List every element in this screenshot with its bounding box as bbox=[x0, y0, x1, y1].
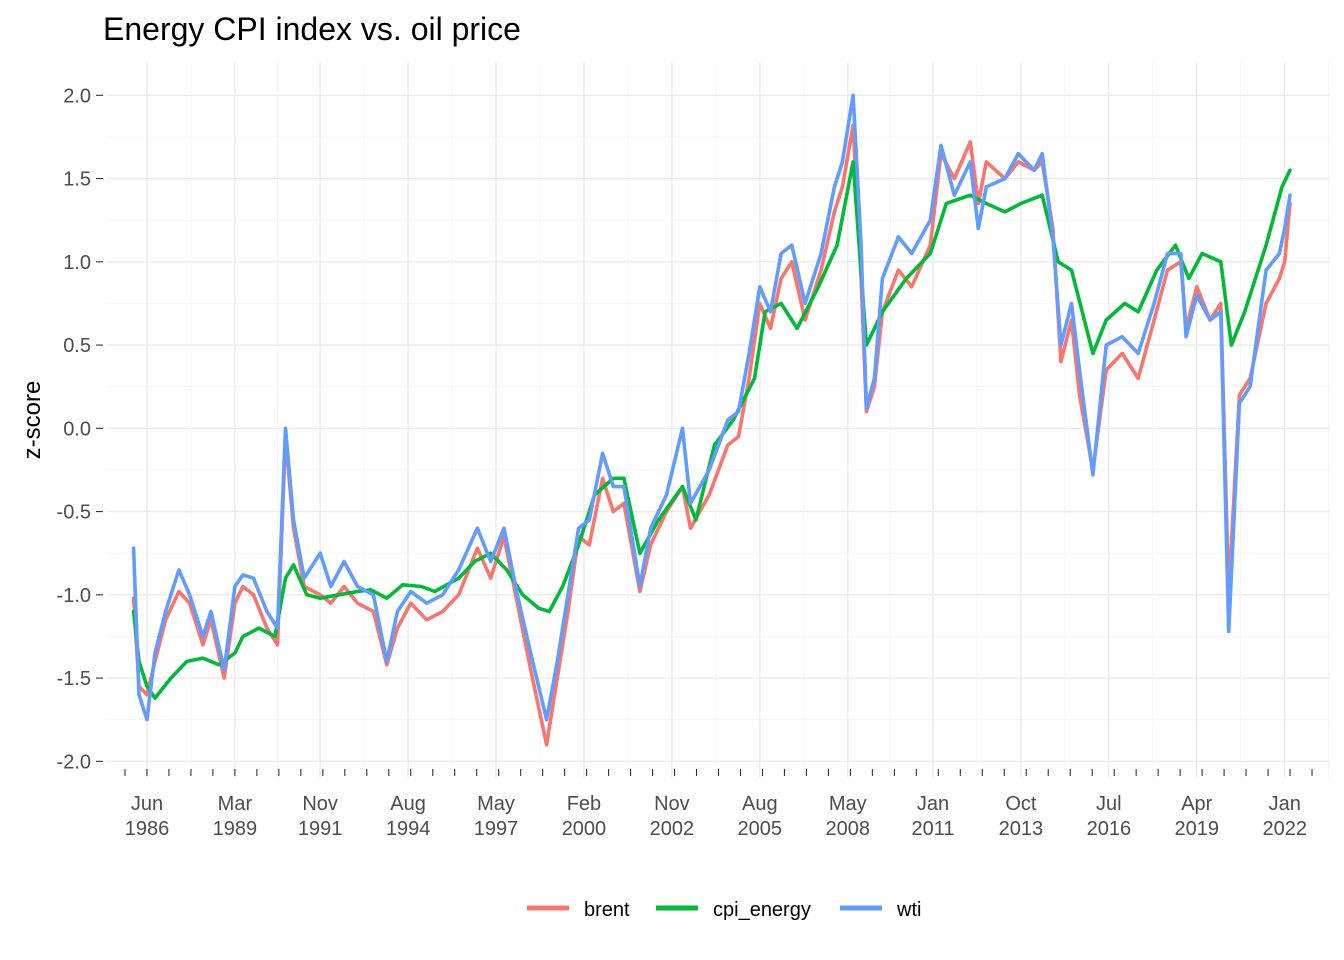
x-tick-label-month: Apr bbox=[1181, 793, 1212, 815]
x-tick-label-year: 2019 bbox=[1175, 818, 1220, 840]
x-tick-label-month: Aug bbox=[390, 793, 426, 815]
y-tick-label: -1.0 bbox=[57, 585, 91, 607]
x-tick-label-year: 1989 bbox=[213, 818, 258, 840]
x-tick-label-month: Aug bbox=[742, 793, 778, 815]
x-tick-label-year: 2008 bbox=[825, 818, 870, 840]
y-tick-label: 0.5 bbox=[63, 335, 91, 357]
x-tick-label-month: May bbox=[477, 793, 515, 815]
x-tick-label-month: Oct bbox=[1005, 793, 1037, 815]
x-tick-label-year: 2005 bbox=[738, 818, 783, 840]
x-tick-label-year: 2011 bbox=[911, 818, 954, 840]
series-line-cpi-energy bbox=[131, 160, 1292, 700]
legend-label-wti: wti bbox=[896, 899, 921, 921]
x-tick-label-year: 1991 bbox=[298, 818, 343, 840]
x-tick-label-year: 2016 bbox=[1087, 818, 1132, 840]
y-tick-label: 2.0 bbox=[63, 85, 91, 107]
x-tick-label-year: 1994 bbox=[386, 818, 431, 840]
x-tick-label-month: Jan bbox=[1269, 793, 1301, 815]
x-tick-label-month: Jun bbox=[131, 793, 163, 815]
x-tick-label-year: 1997 bbox=[474, 818, 519, 840]
y-tick-label: -1.5 bbox=[57, 668, 91, 690]
legend: brent cpi_energy wti bbox=[527, 899, 921, 921]
chart-title: Energy CPI index vs. oil price bbox=[103, 11, 521, 47]
x-tick-label-year: 2022 bbox=[1262, 818, 1307, 840]
x-tick-label-month: Jul bbox=[1096, 793, 1122, 815]
legend-label-brent: brent bbox=[584, 899, 630, 921]
x-tick-label-year: 2013 bbox=[999, 818, 1044, 840]
series-line-brent bbox=[131, 123, 1292, 747]
x-tick-label-month: Jan bbox=[917, 793, 949, 815]
y-tick-label: 0.0 bbox=[63, 418, 91, 440]
x-tick-label-year: 2000 bbox=[562, 818, 607, 840]
x-tick-label-month: Feb bbox=[567, 793, 601, 815]
y-axis: -2.0 -1.5 -1.0 -0.5 0.0 0.5 1.0 1.5 2.0 bbox=[57, 85, 103, 773]
x-tick-label-month: May bbox=[829, 793, 867, 815]
x-tick-label-month: Nov bbox=[654, 793, 690, 815]
x-axis: Jun 1986 Mar 1989 Nov 1991 Aug 1994 May 1997 Feb 20… bbox=[124, 769, 1313, 840]
legend-label-cpi-energy: cpi_energy bbox=[713, 899, 811, 921]
x-tick-label-month: Nov bbox=[302, 793, 338, 815]
y-tick-label: -2.0 bbox=[57, 751, 91, 773]
series-layer bbox=[131, 93, 1292, 747]
x-tick-label-year: 1986 bbox=[125, 818, 170, 840]
y-tick-label: 1.0 bbox=[63, 252, 91, 274]
y-tick-label: 1.5 bbox=[63, 169, 91, 191]
y-tick-label: -0.5 bbox=[57, 502, 91, 524]
grid bbox=[107, 62, 1330, 778]
series-line-wti bbox=[131, 93, 1292, 722]
x-tick-label-month: Mar bbox=[218, 793, 253, 815]
y-axis-title: z-score bbox=[19, 381, 46, 460]
x-tick-label-year: 2002 bbox=[650, 818, 695, 840]
